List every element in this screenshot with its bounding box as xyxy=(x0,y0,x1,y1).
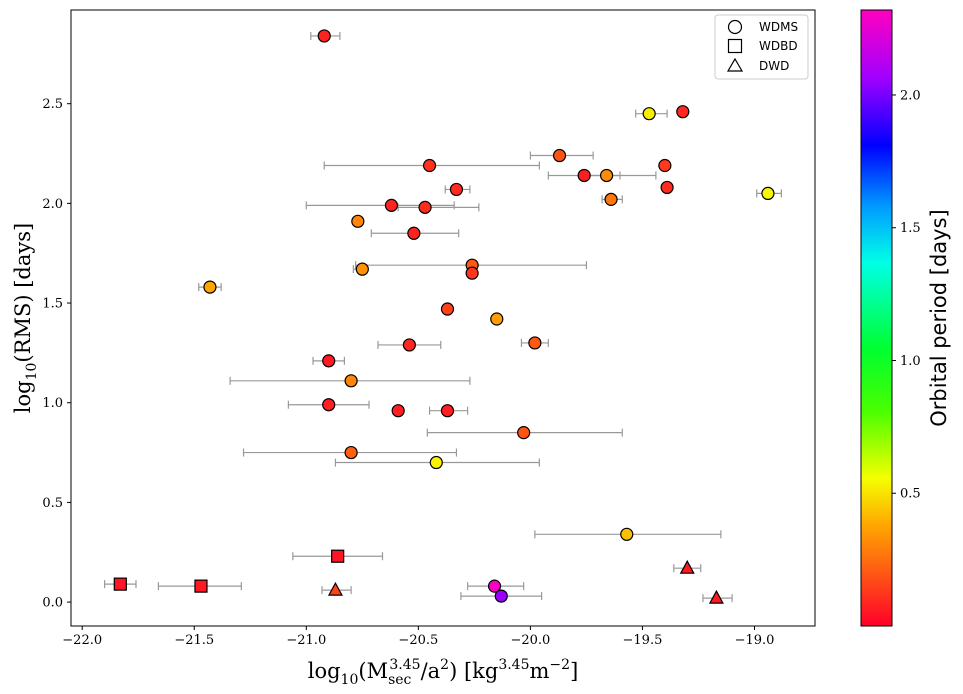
axes-background xyxy=(71,10,815,626)
wdms-point xyxy=(599,168,614,183)
y-axis-label: log10(RMS) [days] xyxy=(11,223,40,413)
wdms-point xyxy=(407,226,421,240)
colorbar-ticks: 0.5 1.0 1.5 2.0 xyxy=(892,88,921,502)
wdbd-point xyxy=(331,549,345,563)
wdms-point xyxy=(322,354,336,368)
wdms-point xyxy=(552,148,567,163)
colorbar: 0.5 1.0 1.5 2.0 Orbital period [days] xyxy=(860,9,951,627)
plot-area xyxy=(70,9,816,627)
wdms-point xyxy=(402,338,416,352)
y-axis: 0.0 0.5 1.0 1.5 2.0 2.5 xyxy=(42,97,71,611)
colorbar-tick-label: 1.0 xyxy=(900,354,921,369)
x-tick-label: −19.0 xyxy=(735,633,775,648)
wdms-point xyxy=(465,266,479,280)
y-tick-label: 2.0 xyxy=(42,197,63,212)
legend-triangle-marker xyxy=(726,57,744,72)
legend-circle-marker xyxy=(727,19,743,35)
wdms-point xyxy=(490,312,504,326)
dwd-point xyxy=(708,589,724,604)
wdms-point xyxy=(344,374,358,388)
wdms-point xyxy=(577,168,591,183)
axes-frame xyxy=(70,9,816,627)
x-tick-label: −20.5 xyxy=(398,633,438,648)
legend-label-dwd: DWD xyxy=(759,59,789,73)
x-tick-label: −19.5 xyxy=(623,633,663,648)
wdms-point xyxy=(517,426,531,440)
wdms-point xyxy=(658,158,672,173)
colorbar-tick-label: 0.5 xyxy=(900,487,921,502)
dwd-point xyxy=(679,559,695,574)
wdms-point xyxy=(429,455,443,470)
dwd-point xyxy=(327,581,343,596)
wdms-point xyxy=(676,105,690,119)
wdms-point xyxy=(642,107,656,121)
colorbar-bar xyxy=(860,9,893,627)
wdms-point xyxy=(355,262,369,276)
legend-label-wdbd: WDBD xyxy=(759,39,798,53)
wdms-point xyxy=(440,404,455,418)
x-tick-label: −22.0 xyxy=(62,633,102,648)
wdms-point xyxy=(604,192,618,206)
wdms-point xyxy=(440,302,455,316)
wdms-point xyxy=(620,527,634,541)
colorbar-label: Orbital period [days] xyxy=(927,209,951,426)
wdms-point xyxy=(418,200,432,214)
wdms-point xyxy=(203,280,217,294)
y-tick-label: 0.5 xyxy=(42,496,63,511)
wdms-point xyxy=(528,336,542,350)
x-axis: −22.0 −21.5 −21.0 −20.5 −20.0 −19.5 −19.0 xyxy=(62,626,774,648)
y-tick-label: 0.0 xyxy=(42,596,63,611)
wdms-point xyxy=(351,214,365,228)
wdms-point xyxy=(391,404,405,418)
x-axis-label: log10(Msec3.45/a2) [kg3.45m−2] xyxy=(308,657,579,688)
colorbar-tick-label: 2.0 xyxy=(900,88,921,103)
x-tick-label: −21.0 xyxy=(286,633,326,648)
legend: WDMS WDBD DWD xyxy=(714,14,809,80)
wdms-point xyxy=(317,29,331,43)
x-tick-label: −20.0 xyxy=(510,633,550,648)
wdms-point xyxy=(494,589,508,603)
legend-label-wdms: WDMS xyxy=(759,20,798,34)
wdms-point xyxy=(384,198,399,212)
wdms-point xyxy=(449,182,464,197)
wdms-point xyxy=(322,398,336,412)
legend-square-marker xyxy=(727,38,743,54)
wdms-point xyxy=(660,180,674,195)
wdms-point xyxy=(487,579,502,593)
colorbar-tick-label: 1.5 xyxy=(900,221,921,236)
y-tick-label: 2.5 xyxy=(42,97,63,112)
y-tick-label: 1.0 xyxy=(42,396,63,411)
y-tick-label: 1.5 xyxy=(42,297,63,312)
x-tick-label: −21.5 xyxy=(174,633,214,648)
wdbd-point xyxy=(113,577,127,591)
wdbd-point xyxy=(194,579,208,593)
wdms-point xyxy=(761,186,775,201)
markers-layer xyxy=(113,29,775,604)
wdms-point xyxy=(344,445,358,460)
wdms-point xyxy=(422,158,437,173)
